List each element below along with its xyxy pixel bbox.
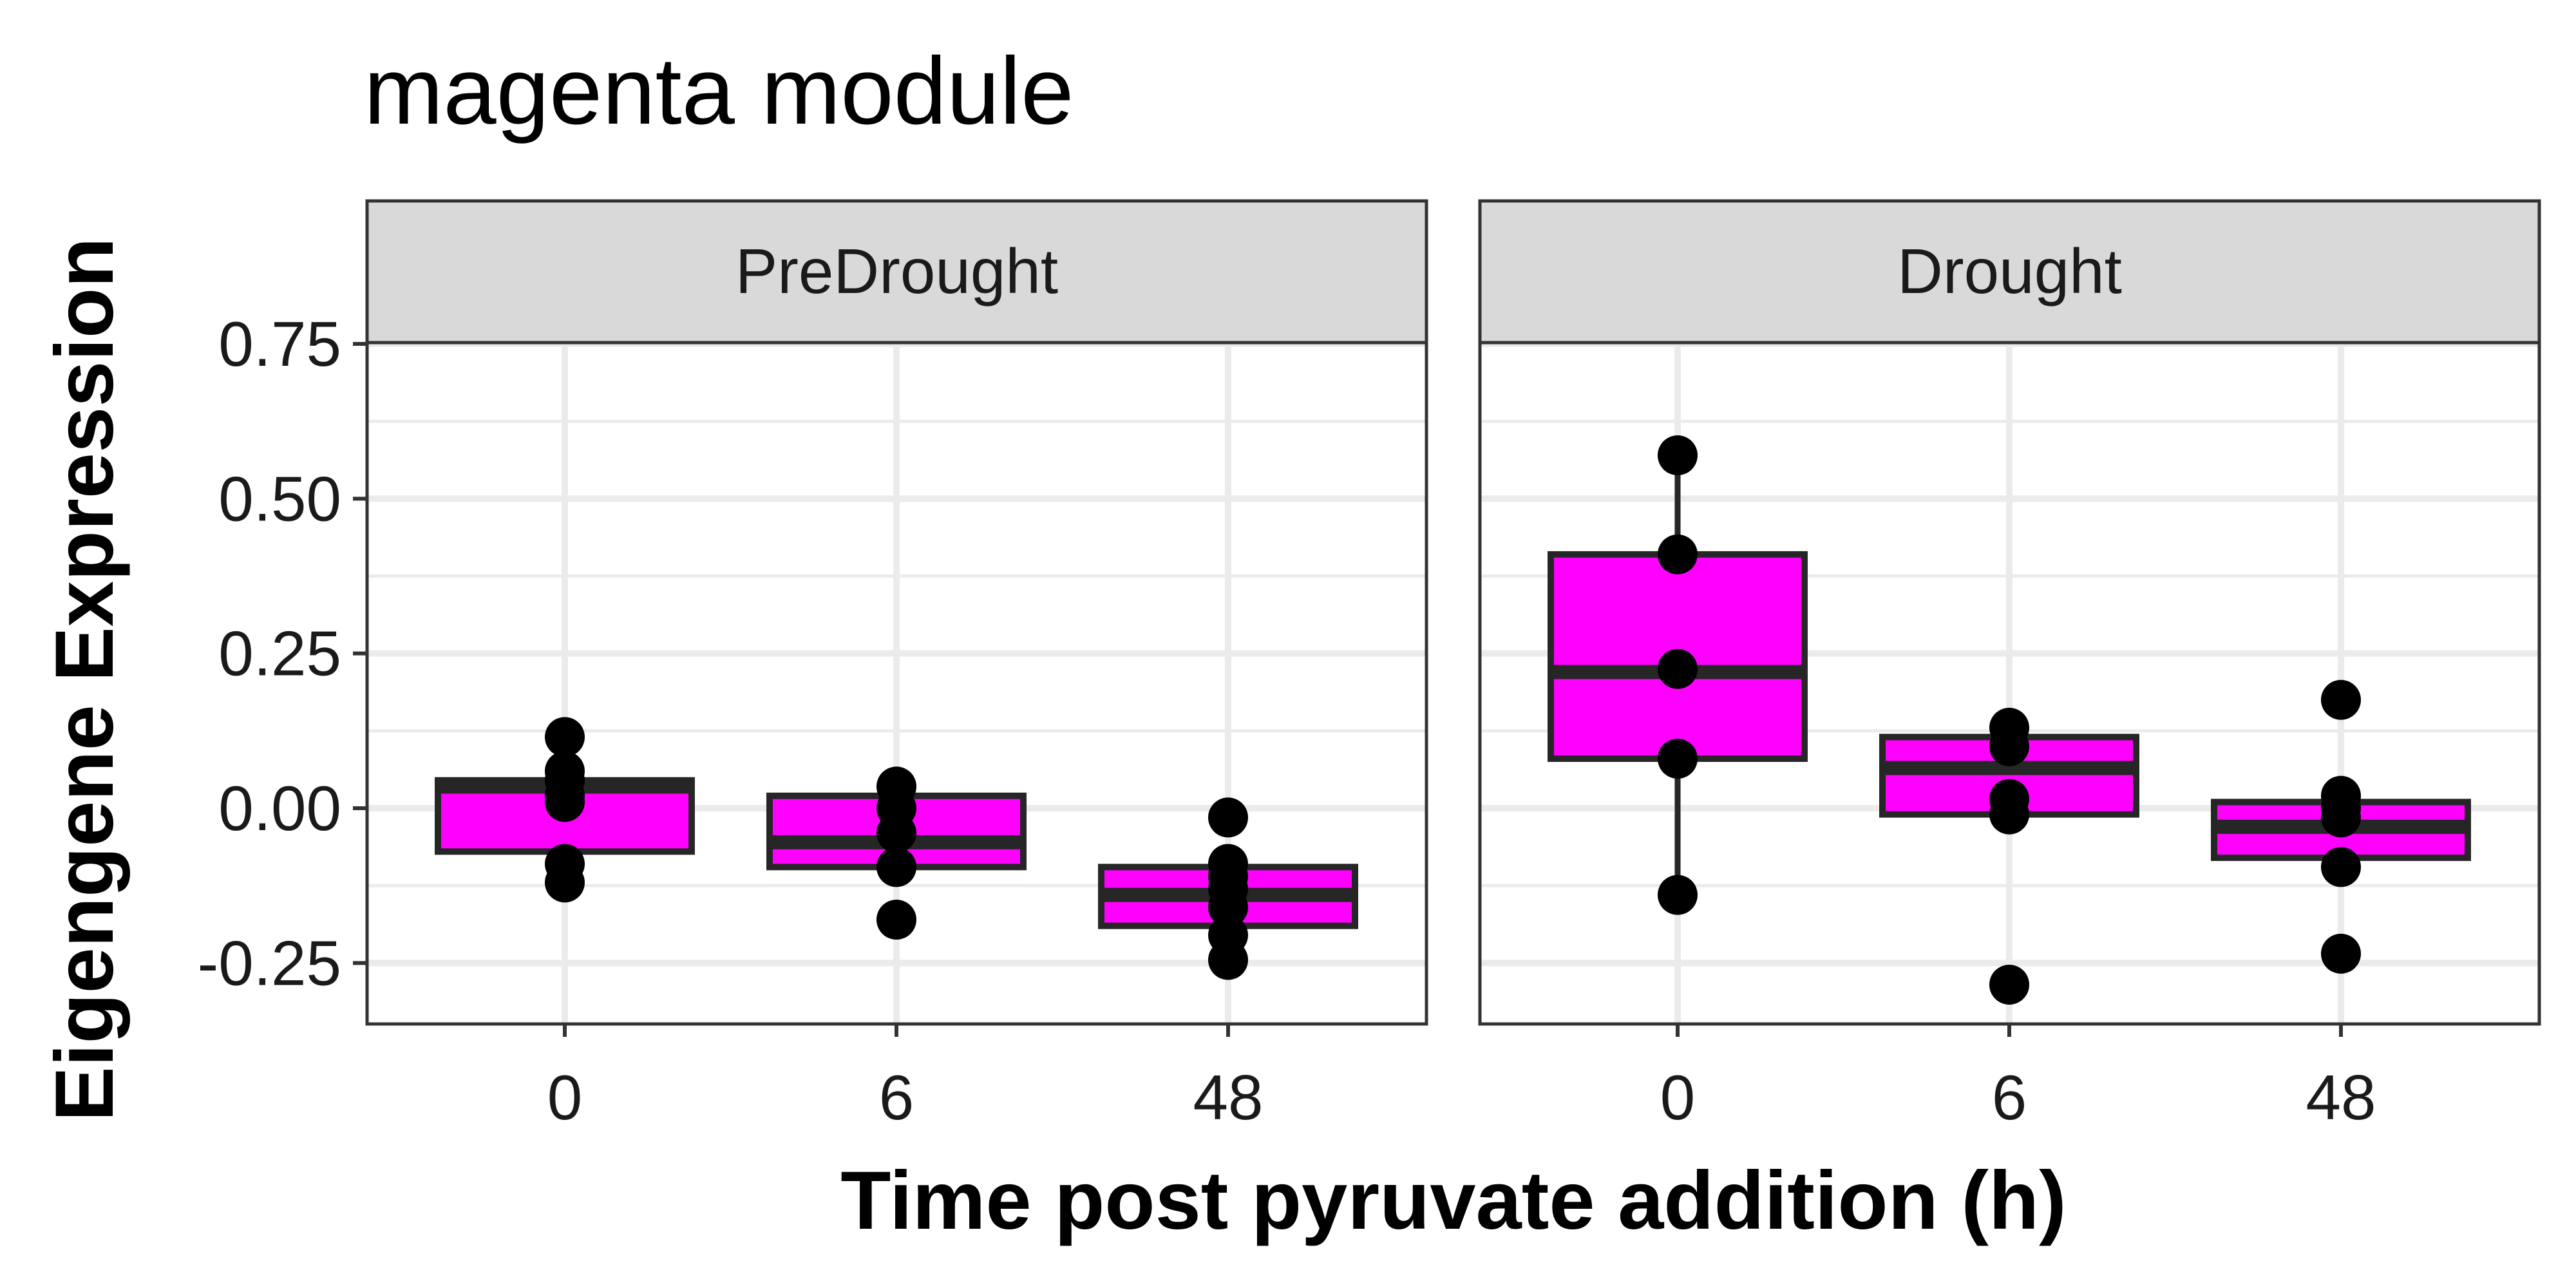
box-predrought-48 [1098, 797, 1358, 980]
chart-title: magenta module [364, 38, 1074, 144]
data-point [1208, 940, 1248, 980]
data-point [545, 862, 585, 903]
data-point [1658, 649, 1698, 689]
box-predrought-0 [435, 717, 695, 903]
box-drought-6 [1879, 708, 2139, 1005]
data-point [876, 847, 916, 887]
data-point [1208, 797, 1248, 838]
data-point [2321, 847, 2361, 887]
plot-area: PreDrought 0 6 48 Drought 0 6 48 -0.25 0.00 0.25 0.… [198, 199, 2541, 1133]
x-tick-label: 48 [1193, 1062, 1263, 1133]
data-point [1658, 435, 1698, 476]
y-tick-label: 0.25 [218, 618, 341, 689]
data-point [876, 900, 916, 940]
x-tick-label: 6 [879, 1062, 914, 1133]
facet-strip [1478, 199, 2541, 345]
x-tick-label: 6 [1992, 1062, 2027, 1133]
y-tick-label: 0.50 [218, 463, 341, 534]
y-axis-title: Eigengene Expression [39, 238, 131, 1122]
facet-strip-label: PreDrought [735, 236, 1058, 307]
data-point [545, 717, 585, 757]
facet-strip-label: Drought [1897, 236, 2122, 307]
facet-panel-drought: Drought 0 6 48 [1478, 199, 2541, 1133]
data-point [2321, 679, 2361, 720]
x-tick-label: 48 [2306, 1062, 2376, 1133]
x-tick-label: 0 [1660, 1062, 1696, 1133]
data-point [1989, 964, 2029, 1005]
data-point [2321, 933, 2361, 974]
data-point [1989, 726, 2029, 766]
data-point [2321, 797, 2361, 838]
y-tick-label: -0.25 [198, 927, 341, 998]
x-axis-title: Time post pyruvate addition (h) [840, 1155, 2067, 1247]
facet-strip [365, 199, 1428, 345]
data-point [1989, 794, 2029, 835]
data-point [1658, 739, 1698, 779]
box-drought-0 [1548, 435, 1808, 915]
y-axis: -0.25 0.00 0.25 0.50 0.75 [198, 308, 367, 998]
data-point [1658, 534, 1698, 574]
x-tick-label: 0 [547, 1062, 583, 1133]
data-point [876, 813, 916, 853]
box-predrought-6 [766, 766, 1027, 940]
data-point [1208, 887, 1248, 927]
facet-panel-predrought: PreDrought 0 6 48 [365, 199, 1428, 1133]
y-tick-label: 0.75 [218, 308, 341, 379]
y-tick-label: 0.00 [218, 773, 341, 844]
data-point [545, 782, 585, 822]
box-drought-48 [2211, 679, 2471, 974]
data-point [1658, 875, 1698, 915]
